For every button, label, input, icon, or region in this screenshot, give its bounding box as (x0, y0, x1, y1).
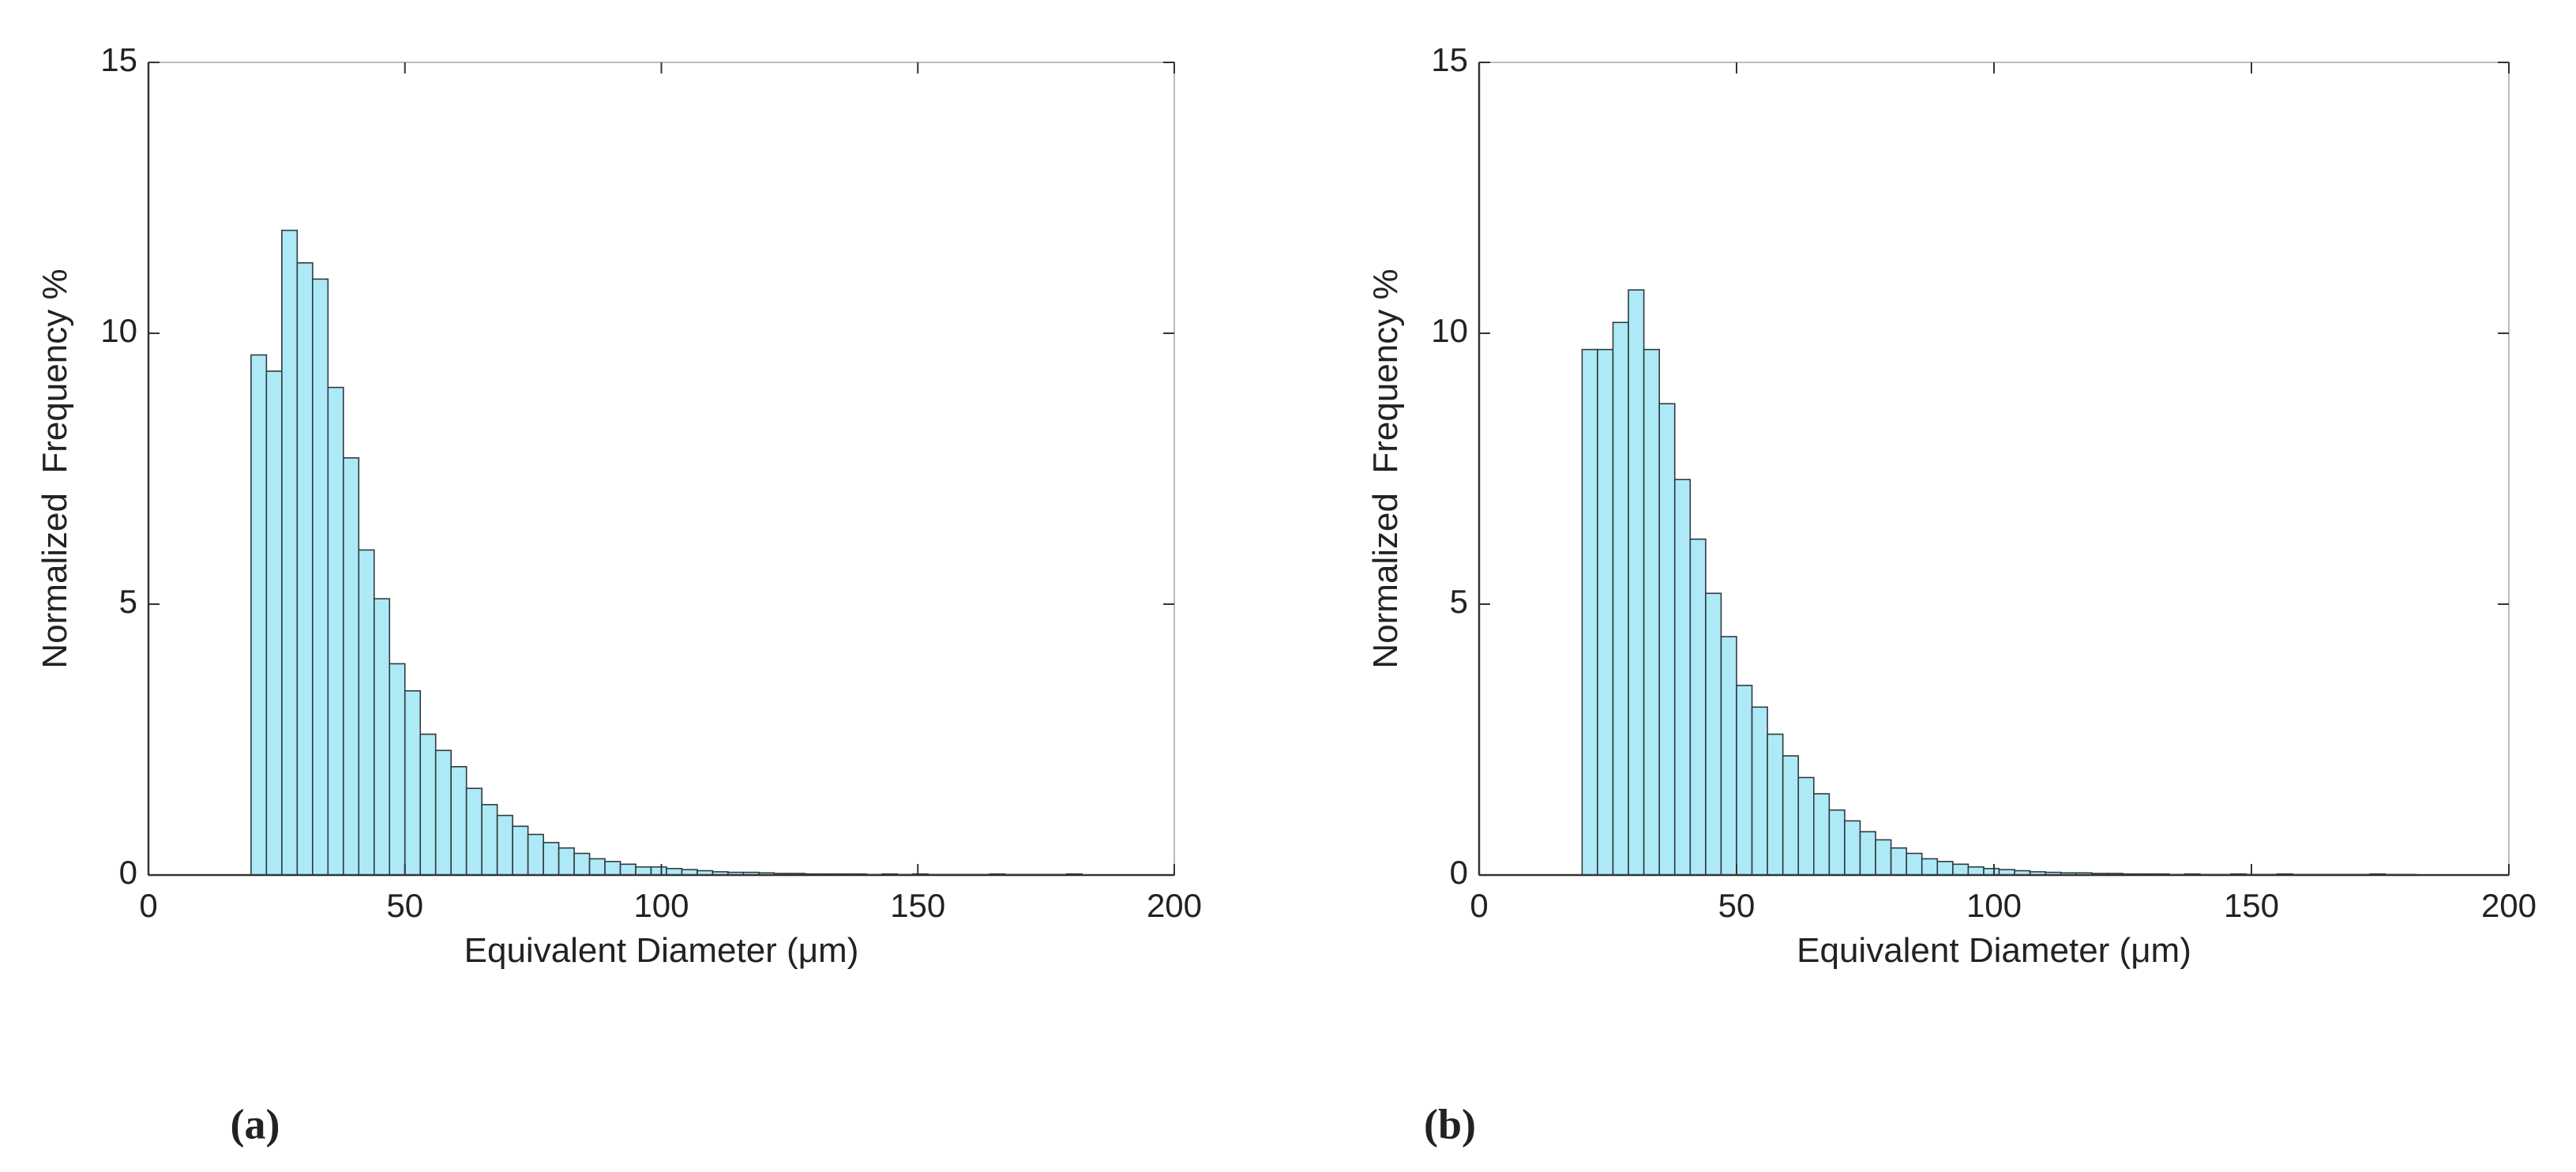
histogram-bar (1689, 538, 1707, 876)
x-tick-label: 200 (1147, 887, 1202, 924)
y-tick-label: 15 (1431, 41, 1468, 78)
histogram-bar (1643, 348, 1660, 876)
histogram-bar (481, 804, 498, 876)
histogram-bar (1828, 809, 1846, 876)
histogram-bar (573, 852, 591, 876)
histogram-bar (1844, 820, 1861, 876)
histogram-bar (389, 663, 406, 876)
x-tick-label: 100 (1966, 887, 2022, 924)
histogram-bar (527, 833, 544, 876)
x-tick-label: 150 (2224, 887, 2279, 924)
histogram-bar (250, 354, 268, 876)
histogram-bar (650, 866, 667, 876)
panel-label: (b) (1424, 1100, 1476, 1148)
x-axis-label: Equivalent Diameter (μm) (464, 931, 859, 970)
histogram-bar (1628, 289, 1645, 876)
histogram-bar (1952, 863, 1970, 876)
x-tick-label: 0 (139, 887, 157, 924)
histogram-bar (1813, 793, 1831, 876)
histogram-bar (312, 278, 329, 876)
histogram-bar (1967, 866, 1985, 876)
histogram-bar (265, 370, 283, 876)
histogram-bar (373, 598, 391, 876)
histogram-bar (1797, 776, 1815, 876)
histogram-bar (1767, 733, 1784, 876)
y-tick-label: 5 (119, 583, 137, 620)
histogram-bar (1581, 348, 1598, 876)
histogram-bar (588, 858, 606, 876)
histogram-panel: 0 50 100 150 200 0 5 10 15 Equivalent Diameter (μ… (1366, 41, 2537, 1148)
histogram-bar (1782, 755, 1800, 876)
x-tick-label: 0 (1470, 887, 1488, 924)
histogram-bar (1658, 403, 1676, 876)
histogram-bar (1751, 706, 1768, 876)
x-tick-label: 200 (2481, 887, 2537, 924)
histogram-bar (465, 787, 483, 876)
y-tick-label: 0 (1450, 854, 1468, 891)
histogram-bar (558, 847, 575, 876)
histogram-bar (1720, 636, 1737, 876)
histogram-bar (1597, 348, 1614, 876)
histogram-bar (1890, 847, 1907, 876)
y-tick-label: 0 (119, 854, 137, 891)
histogram-bar (619, 863, 636, 876)
histogram-bar (358, 549, 375, 876)
histogram-bar (404, 689, 422, 876)
x-tick-label: 50 (386, 887, 423, 924)
histogram-bar (1906, 852, 1923, 876)
histogram-bar (1705, 592, 1722, 876)
histogram-bar (434, 749, 452, 876)
histogram-panel: 0 50 100 150 200 0 5 10 15 Equivalent Diameter (μ… (36, 41, 1202, 1148)
x-axis-label: Equivalent Diameter (μm) (1797, 931, 2191, 970)
panel-label: (a) (231, 1100, 280, 1148)
histogram-bar (327, 386, 344, 876)
histogram-bar (543, 842, 560, 876)
histogram-bar (281, 229, 299, 876)
y-axis-label: Normalized Frequency % (1366, 269, 1405, 668)
x-tick-label: 50 (1718, 887, 1756, 924)
histogram-bar (296, 262, 314, 876)
y-tick-label: 5 (1450, 583, 1468, 620)
histogram-bar (343, 456, 360, 876)
y-tick-label: 10 (1431, 312, 1468, 349)
histogram-bar (604, 861, 621, 876)
y-tick-label: 10 (100, 312, 137, 349)
histogram-bar (1921, 858, 1939, 876)
histogram-bar (496, 814, 513, 876)
y-tick-label: 15 (100, 41, 137, 78)
histogram-bar (419, 733, 437, 876)
histogram-bar (1736, 685, 1753, 876)
histogram-bar (1875, 839, 1892, 876)
histogram-bar (1612, 321, 1629, 876)
y-axis-label: Normalized Frequency % (36, 269, 74, 668)
histogram-bar (1859, 831, 1876, 876)
x-tick-label: 100 (633, 887, 689, 924)
histogram-bar (512, 825, 529, 876)
histogram-bar (1673, 479, 1692, 876)
x-tick-label: 150 (890, 887, 945, 924)
histogram-bar (1936, 861, 1954, 876)
histogram-bar (450, 765, 468, 876)
histogram-bar (635, 866, 652, 876)
